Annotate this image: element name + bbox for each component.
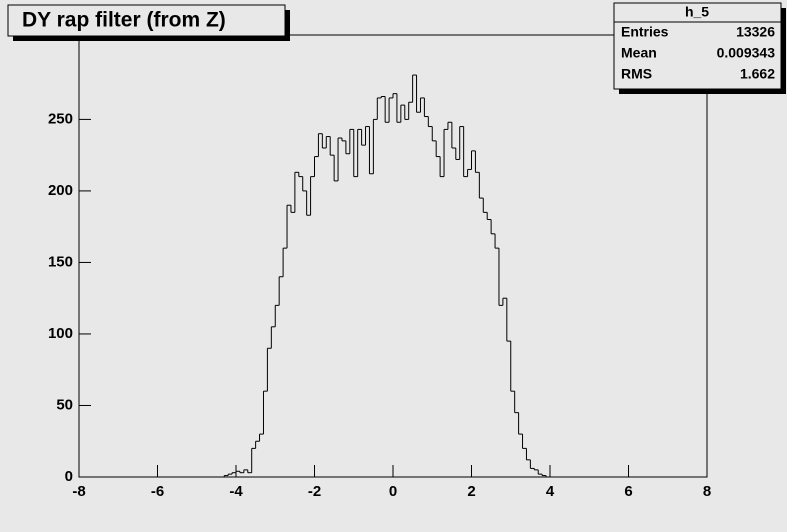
x-tick-label: 2 [467, 483, 475, 500]
y-tick-label: 250 [48, 110, 73, 127]
stats-value: 1.662 [740, 66, 775, 82]
stats-title: h_5 [685, 4, 709, 20]
y-tick-label: 0 [65, 468, 73, 485]
x-tick-label: 6 [624, 483, 632, 500]
x-tick-label: -6 [151, 483, 164, 500]
y-tick-label: 200 [48, 182, 73, 199]
x-tick-label: 8 [703, 483, 711, 500]
stats-box [613, 2, 782, 90]
stats-value: 13326 [736, 24, 775, 40]
frame [78, 34, 708, 478]
title-box [7, 4, 286, 37]
stats-label: Entries [621, 24, 669, 40]
x-tick-label: 0 [389, 483, 397, 500]
y-tick-label: 100 [48, 325, 73, 342]
y-tick-label: 150 [48, 253, 73, 270]
stats-value: 0.009343 [717, 45, 776, 61]
x-tick-label: -2 [308, 483, 321, 500]
x-tick-label: -4 [229, 483, 243, 500]
x-tick-label: 4 [546, 483, 555, 500]
x-tick-label: -8 [72, 483, 85, 500]
y-tick-label: 50 [56, 396, 73, 413]
chart-title: DY rap filter (from Z) [22, 9, 226, 32]
stats-label: RMS [621, 66, 652, 82]
stats-label: Mean [621, 45, 657, 61]
